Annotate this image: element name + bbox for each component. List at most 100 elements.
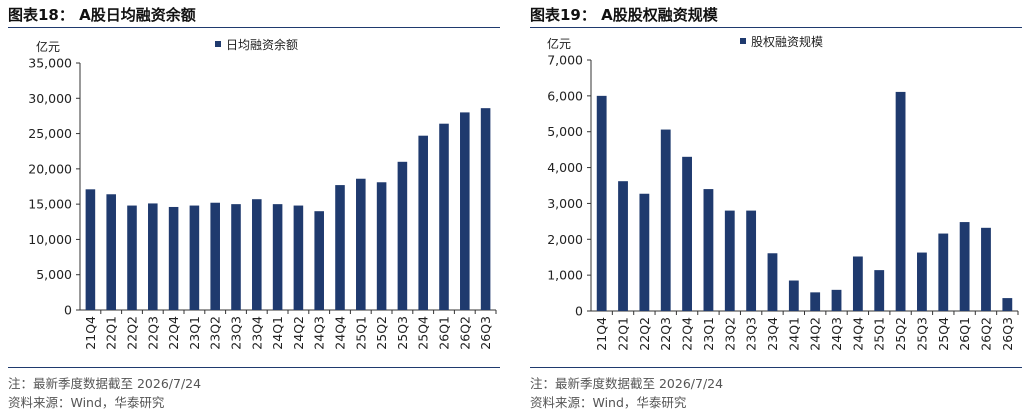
bar: [895, 91, 906, 311]
bar: [439, 123, 449, 310]
x-tick-label: 25Q2: [893, 317, 908, 351]
bar: [959, 222, 970, 311]
x-tick-label: 22Q2: [125, 316, 140, 350]
bar: [682, 156, 692, 311]
title-divider: [530, 27, 1022, 28]
y-unit-label: 亿元: [36, 39, 60, 54]
y-tick-label: 10,000: [28, 232, 72, 247]
bar: [788, 280, 799, 311]
bar: [746, 210, 757, 311]
x-tick-label: 24Q1: [270, 316, 285, 350]
x-tick-label: 24Q3: [829, 317, 844, 351]
x-tick-label: 23Q2: [208, 316, 223, 350]
bar: [639, 193, 650, 311]
x-tick-label: 21Q4: [83, 316, 98, 350]
x-tick-label: 26Q3: [1000, 317, 1015, 351]
legend-label: 日均融资余额: [226, 37, 298, 52]
y-tick-label: 0: [575, 304, 583, 319]
x-tick-label: 24Q1: [786, 317, 801, 351]
x-tick-label: 26Q3: [478, 316, 493, 350]
bar: [85, 189, 96, 310]
bar: [293, 205, 304, 310]
bar: [660, 129, 671, 311]
bar: [314, 211, 324, 310]
x-tick-label: 22Q3: [145, 316, 160, 350]
legend-swatch: [215, 41, 221, 47]
x-tick-label: 25Q4: [416, 316, 431, 350]
y-tick-label: 4,000: [547, 160, 583, 175]
x-tick-label: 22Q4: [680, 317, 695, 351]
x-tick-label: 23Q3: [744, 317, 759, 351]
y-tick-label: 6,000: [547, 88, 583, 103]
x-tick-label: 22Q1: [104, 316, 119, 350]
chart-panel-right: 图表19： A股股权融资规模 亿元 股权融资规模 0 1,000 2,000 3,000 4…: [530, 0, 1030, 412]
x-tick-label: 26Q1: [957, 317, 972, 351]
bar: [938, 233, 949, 311]
y-tick-label: 20,000: [28, 161, 72, 176]
x-tick-label: 22Q2: [637, 317, 652, 351]
y-tick-label: 3,000: [547, 196, 583, 211]
y-tick-label: 0: [64, 303, 72, 318]
x-tick-label: 26Q2: [457, 316, 472, 350]
x-tick-label: 26Q2: [978, 317, 993, 351]
bar: [767, 253, 778, 311]
bar: [460, 112, 470, 311]
bar: [397, 161, 408, 310]
x-tick-label: 22Q3: [658, 317, 673, 351]
x-tick-label: 25Q1: [353, 316, 368, 350]
x-tick-label: 22Q1: [616, 317, 631, 351]
y-tick-label: 5,000: [547, 124, 583, 139]
x-tick-label: 26Q1: [437, 316, 452, 350]
chart-panel-left: 图表18： A股日均融资余额 亿元 日均融资余额 0 5,000 10,000 15,00…: [8, 0, 508, 412]
x-tick-label: 23Q1: [187, 316, 202, 350]
bar: [703, 189, 714, 311]
y-tick-label: 15,000: [28, 197, 72, 212]
x-tick-label: 23Q4: [249, 316, 264, 350]
bar: [724, 210, 735, 311]
x-tick-label: 24Q2: [291, 316, 306, 350]
bar: [106, 194, 116, 310]
bar: [874, 270, 885, 311]
bar: [148, 203, 158, 310]
bar: [231, 204, 241, 310]
legend-swatch: [740, 38, 746, 44]
bar: [1002, 298, 1013, 311]
bar: [210, 202, 220, 310]
x-tick-label: 24Q4: [333, 316, 348, 350]
bar: [810, 292, 821, 311]
x-tick-label: 23Q3: [229, 316, 244, 350]
bar: [418, 135, 428, 310]
chart-source: 资料来源：Wind，华泰研究: [8, 395, 165, 410]
chart-source: 资料来源：Wind，华泰研究: [530, 395, 687, 410]
x-tick-label: 25Q2: [374, 316, 389, 350]
bar: [168, 206, 179, 310]
x-tick-label: 25Q1: [872, 317, 887, 351]
x-tick-label: 24Q2: [808, 317, 823, 351]
y-tick-label: 2,000: [547, 232, 583, 247]
bar: [376, 182, 387, 310]
bar: [252, 199, 262, 310]
x-tick-label: 23Q4: [765, 317, 780, 351]
x-tick-label: 25Q3: [395, 316, 410, 350]
y-tick-label: 1,000: [547, 268, 583, 283]
chart-title: 图表18： A股日均融资余额: [8, 6, 196, 24]
bar: [335, 185, 345, 310]
x-tick-label: 25Q3: [914, 317, 929, 351]
chart-note: 注：最新季度数据截至 2026/7/24: [530, 376, 724, 391]
bar-chart-equity-financing: 亿元 股权融资规模 0 1,000 2,000 3,000 4,000 5,000 6,000 7…: [547, 34, 1019, 351]
chart-title: 图表19： A股股权融资规模: [530, 6, 718, 24]
bar: [127, 205, 137, 310]
x-tick-label: 23Q2: [722, 317, 737, 351]
bar: [831, 289, 842, 311]
bar: [596, 95, 607, 311]
y-unit-label: 亿元: [547, 36, 571, 51]
bottom-divider: [8, 367, 500, 368]
x-tick-label: 24Q4: [850, 317, 865, 351]
title-divider: [8, 27, 500, 28]
bar: [852, 256, 863, 311]
y-tick-label: 5,000: [36, 267, 72, 282]
y-tick-label: 25,000: [28, 126, 72, 141]
bar: [189, 205, 200, 310]
bar-chart-margin-balance: 亿元 日均融资余额 0 5,000 10,000 15,000 20,000 25,000 30…: [28, 37, 497, 350]
bar: [618, 181, 628, 311]
